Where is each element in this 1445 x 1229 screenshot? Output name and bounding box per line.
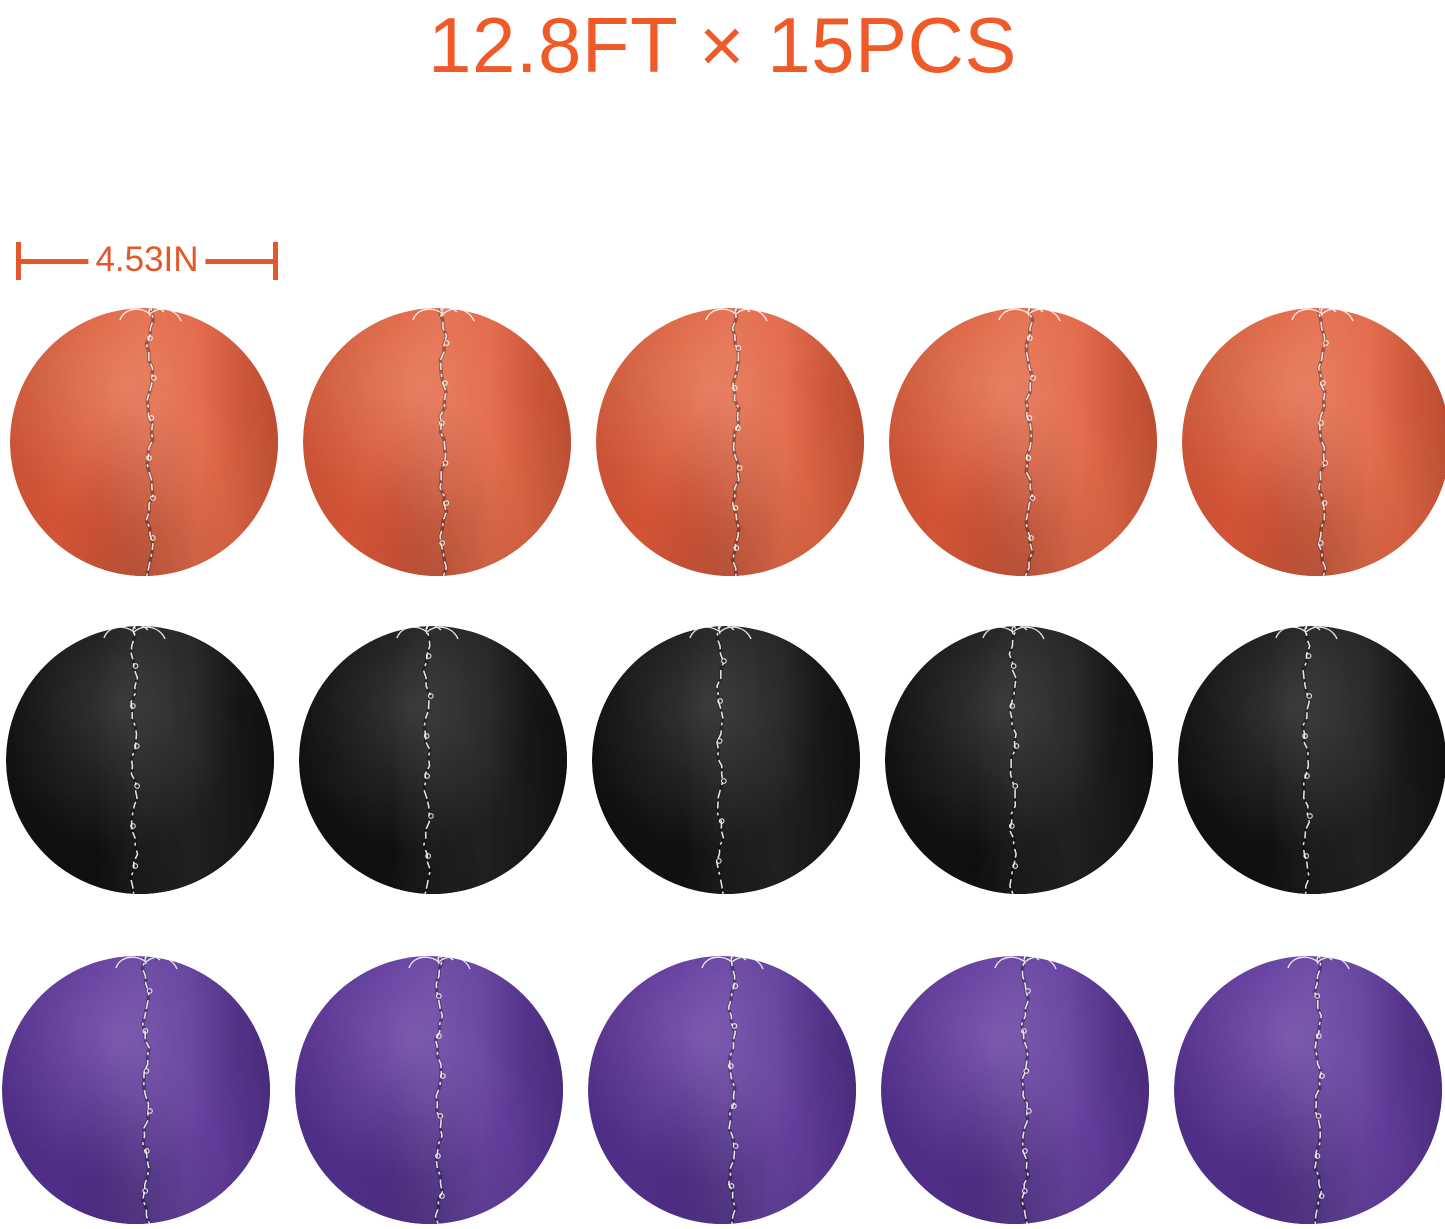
disc-shading — [889, 308, 1157, 576]
dimension-label: 4.53IN — [88, 234, 206, 286]
streamer-disc-orange-1 — [10, 308, 278, 576]
disc-thread-curls — [998, 308, 1061, 322]
page-title: 12.8FT × 15PCS — [428, 1, 1017, 89]
disc-paper-grain — [889, 308, 1157, 576]
disc-thread-curls — [994, 956, 1057, 970]
streamer-disc-orange-5 — [1182, 308, 1445, 576]
disc-thread-curls — [982, 626, 1045, 640]
disc-body — [10, 308, 278, 576]
disc-seam — [1275, 626, 1338, 894]
disc-body — [295, 956, 563, 1224]
streamer-disc-black-2 — [299, 626, 567, 894]
disc-body — [588, 956, 856, 1224]
disc-shading — [303, 308, 571, 576]
disc-body — [592, 626, 860, 894]
streamer-disc-black-4 — [885, 626, 1153, 894]
disc-paper-grain — [2, 956, 270, 1224]
disc-seam — [115, 956, 178, 1224]
disc-shading — [885, 626, 1153, 894]
streamer-disc-purple-5 — [1174, 956, 1442, 1224]
disc-seam — [994, 956, 1057, 1224]
disc-body — [299, 626, 567, 894]
disc-seam — [1287, 956, 1350, 1224]
disc-thread-curls — [103, 626, 166, 640]
disc-paper-grain — [1178, 626, 1445, 894]
disc-thread-curls — [408, 956, 471, 970]
disc-seam — [412, 308, 475, 576]
streamer-disc-purple-4 — [881, 956, 1149, 1224]
streamer-disc-black-5 — [1178, 626, 1445, 894]
disc-paper-grain — [1182, 308, 1445, 576]
disc-body — [6, 626, 274, 894]
streamer-disc-orange-4 — [889, 308, 1157, 576]
disc-body — [2, 956, 270, 1224]
disc-thread-curls — [412, 308, 475, 322]
disc-paper-grain — [299, 626, 567, 894]
disc-thread-curls — [701, 956, 764, 970]
disc-thread-curls — [119, 308, 182, 322]
dimension-end-cap-left — [16, 242, 21, 280]
disc-thread-curls — [396, 626, 459, 640]
disc-seam — [396, 626, 459, 894]
disc-body — [1174, 956, 1442, 1224]
streamer-disc-purple-2 — [295, 956, 563, 1224]
disc-body — [889, 308, 1157, 576]
streamer-disc-purple-1 — [2, 956, 270, 1224]
disc-thread-curls — [115, 956, 178, 970]
disc-shading — [596, 308, 864, 576]
disc-seam — [689, 626, 752, 894]
disc-body — [1178, 626, 1445, 894]
streamer-disc-purple-3 — [588, 956, 856, 1224]
disc-paper-grain — [881, 956, 1149, 1224]
disc-shading — [2, 956, 270, 1224]
disc-paper-grain — [588, 956, 856, 1224]
disc-paper-grain — [596, 308, 864, 576]
disc-shading — [299, 626, 567, 894]
streamer-disc-orange-2 — [303, 308, 571, 576]
disc-thread-curls — [705, 308, 768, 322]
disc-shading — [588, 956, 856, 1224]
disc-shading — [1182, 308, 1445, 576]
disc-paper-grain — [6, 626, 274, 894]
disc-body — [1182, 308, 1445, 576]
disc-seam — [701, 956, 764, 1224]
disc-shading — [592, 626, 860, 894]
disc-seam — [119, 308, 182, 576]
disc-paper-grain — [303, 308, 571, 576]
disc-shading — [6, 626, 274, 894]
disc-thread-curls — [1291, 308, 1354, 322]
disc-paper-grain — [885, 626, 1153, 894]
disc-paper-grain — [10, 308, 278, 576]
streamer-disc-orange-3 — [596, 308, 864, 576]
disc-shading — [1178, 626, 1445, 894]
disc-body — [303, 308, 571, 576]
disc-thread-curls — [1275, 626, 1338, 640]
disc-seam — [705, 308, 768, 576]
streamer-disc-black-3 — [592, 626, 860, 894]
dimension-end-cap-right — [273, 242, 278, 280]
disc-shading — [295, 956, 563, 1224]
disc-body — [596, 308, 864, 576]
disc-paper-grain — [1174, 956, 1442, 1224]
disc-thread-curls — [689, 626, 752, 640]
disc-thread-curls — [1287, 956, 1350, 970]
disc-body — [881, 956, 1149, 1224]
disc-paper-grain — [295, 956, 563, 1224]
disc-shading — [1174, 956, 1442, 1224]
disc-seam — [982, 626, 1045, 894]
disc-seam — [1291, 308, 1354, 576]
dimension-annotation: 4.53IN — [16, 234, 278, 287]
disc-seam — [103, 626, 166, 894]
streamer-disc-black-1 — [6, 626, 274, 894]
disc-shading — [10, 308, 278, 576]
disc-seam — [408, 956, 471, 1224]
disc-paper-grain — [592, 626, 860, 894]
disc-shading — [881, 956, 1149, 1224]
disc-seam — [998, 308, 1061, 576]
disc-body — [885, 626, 1153, 894]
